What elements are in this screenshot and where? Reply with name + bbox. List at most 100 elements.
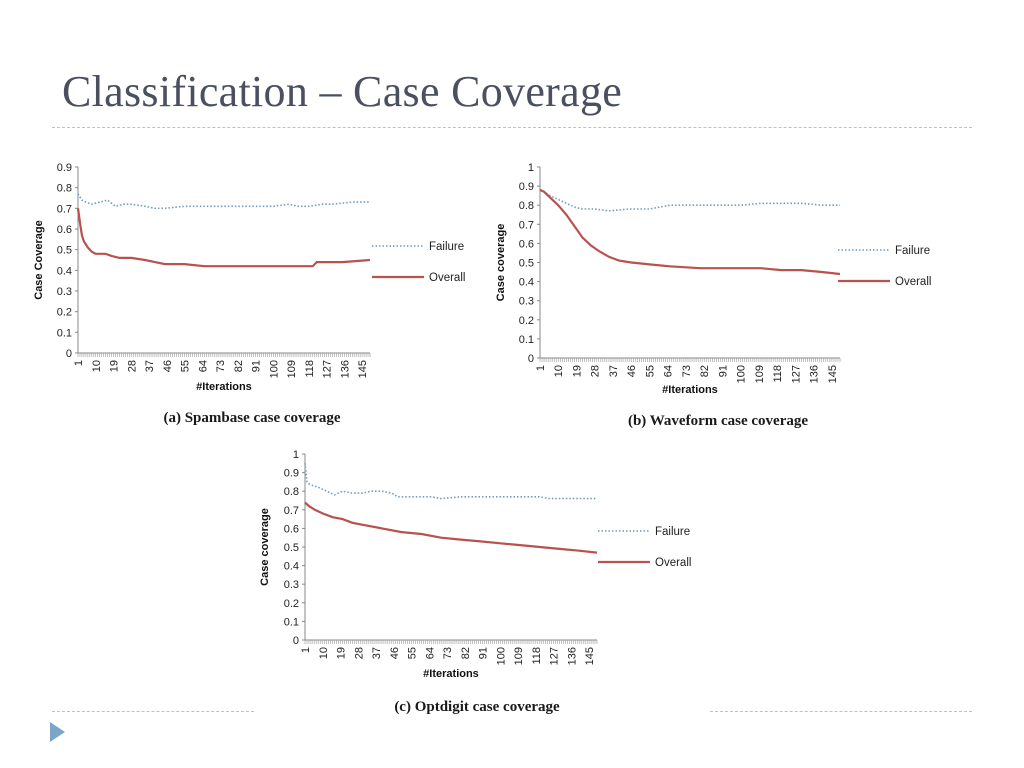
slide-title: Classification – Case Coverage: [62, 67, 623, 116]
y-tick-label: 0: [293, 635, 299, 647]
x-tick-label: 145: [357, 360, 369, 378]
y-axis-label: Case coverage: [259, 508, 271, 586]
x-tick-label: 55: [180, 360, 192, 372]
y-tick-label: 0.7: [57, 203, 72, 215]
y-tick-label: 0.6: [519, 238, 534, 250]
x-tick-label: 46: [389, 647, 401, 659]
x-minor-ticks: [304, 640, 598, 644]
x-tick-label: 91: [717, 365, 729, 377]
series-line-overall: [76, 208, 371, 268]
legend-label: Overall: [895, 276, 931, 288]
title-divider: [52, 127, 972, 128]
x-tick-label: 109: [513, 647, 525, 665]
x-tick-label: 109: [754, 365, 766, 383]
footer-divider-right: [710, 711, 972, 712]
x-tick-label: 37: [608, 365, 620, 377]
y-tick-label: 1: [293, 449, 299, 461]
series-line-overall: [304, 501, 598, 554]
y-tick-label: 0.5: [57, 245, 72, 257]
chart-caption: (a) Spambase case coverage: [163, 410, 340, 426]
x-tick-label: 10: [91, 360, 103, 372]
y-tick-label: 0.9: [284, 468, 299, 480]
y-tick-label: 0.5: [284, 542, 299, 554]
x-tick-label: 127: [790, 365, 802, 383]
x-tick-label: 145: [584, 647, 596, 665]
x-tick-label: 118: [531, 647, 543, 665]
x-tick-label: 28: [126, 360, 138, 372]
x-axis-label: #Iterations: [662, 384, 718, 396]
x-minor-ticks: [539, 358, 841, 362]
legend-label: Overall: [655, 557, 691, 569]
chart-waveform: 0 0.1 0.2 0.3 0.4 0.5 0.6 0.7 0.8 0.9 1 1 10 19 28 37 46…: [495, 162, 931, 429]
y-tick-label: 0.1: [519, 334, 534, 346]
x-tick-label: 46: [626, 365, 638, 377]
x-tick-label: 91: [478, 647, 490, 659]
chart-optdigit: 0 0.1 0.2 0.3 0.4 0.5 0.6 0.7 0.8 0.9 1 1 10 19 28 37 46…: [259, 449, 691, 715]
x-tick-label: 82: [699, 365, 711, 377]
legend-label: Failure: [429, 241, 464, 253]
x-tick-label: 73: [681, 365, 693, 377]
x-tick-label: 10: [318, 647, 330, 659]
x-tick-label: 100: [736, 365, 748, 383]
chart-waveform-plot: 0 0.1 0.2 0.3 0.4 0.5 0.6 0.7 0.8 0.9 1 1 10 19 28 37 46…: [495, 162, 931, 396]
y-tick-label: 0.1: [284, 616, 299, 628]
y-tick-label: 0.3: [57, 286, 72, 298]
series-line-failure: [539, 189, 840, 212]
y-tick-label: 0.6: [284, 523, 299, 535]
x-tick-label: 82: [460, 647, 472, 659]
y-tick-label: 0.9: [57, 162, 72, 174]
series-line-failure: [304, 463, 597, 500]
y-axis-label: Case coverage: [495, 224, 507, 302]
x-tick-label: 100: [495, 647, 507, 665]
x-minor-ticks: [77, 353, 371, 357]
footer-divider-left: [52, 711, 254, 712]
y-tick-label: 1: [528, 162, 534, 174]
y-tick-label: 0.9: [519, 181, 534, 193]
x-tick-label: 19: [109, 360, 121, 372]
y-tick-label: 0.4: [519, 277, 534, 289]
y-tick-label: 0.6: [57, 224, 72, 236]
y-tick-label: 0.2: [519, 315, 534, 327]
x-tick-label: 118: [304, 360, 316, 378]
x-tick-label: 127: [322, 360, 334, 378]
x-tick-label: 73: [215, 360, 227, 372]
x-tick-label: 136: [809, 365, 821, 383]
y-tick-label: 0.8: [57, 183, 72, 195]
series-line-failure: [77, 193, 370, 210]
x-tick-label: 127: [549, 647, 561, 665]
x-tick-label: 64: [424, 647, 436, 659]
y-tick-label: 0.4: [57, 265, 72, 277]
y-tick-label: 0: [66, 348, 72, 360]
y-tick-label: 0.5: [519, 258, 534, 270]
x-tick-label: 1: [300, 647, 312, 653]
x-tick-label: 136: [566, 647, 578, 665]
x-axis-label: #Iterations: [196, 381, 252, 393]
y-tick-label: 0.2: [284, 598, 299, 610]
x-tick-label: 55: [407, 647, 419, 659]
y-tick-label: 0: [528, 353, 534, 365]
legend-label: Failure: [895, 245, 930, 257]
y-tick-label: 0.3: [519, 296, 534, 308]
x-tick-label: 145: [827, 365, 839, 383]
y-tick-label: 0.2: [57, 307, 72, 319]
x-tick-label: 118: [772, 365, 784, 383]
y-tick-label: 0.3: [284, 579, 299, 591]
y-tick-label: 0.8: [284, 486, 299, 498]
y-tick-label: 0.8: [519, 200, 534, 212]
x-tick-label: 82: [233, 360, 245, 372]
x-tick-label: 28: [590, 365, 602, 377]
legend-label: Overall: [429, 272, 465, 284]
x-tick-label: 64: [197, 360, 209, 372]
x-tick-label: 37: [144, 360, 156, 372]
y-tick-label: 0.1: [57, 327, 72, 339]
x-tick-label: 10: [553, 365, 565, 377]
x-tick-label: 100: [268, 360, 280, 378]
x-tick-label: 73: [442, 647, 454, 659]
x-tick-label: 37: [371, 647, 383, 659]
x-axis-label: #Iterations: [423, 668, 479, 680]
x-tick-label: 109: [286, 360, 298, 378]
y-tick-label: 0.7: [284, 505, 299, 517]
chart-spambase: 0 0.1 0.2 0.3 0.4 0.5 0.6 0.7 0.8 0.9 1 10 19 28 37 46 5…: [33, 162, 465, 426]
x-tick-label: 19: [571, 365, 583, 377]
chart-optdigit-plot: 0 0.1 0.2 0.3 0.4 0.5 0.6 0.7 0.8 0.9 1 1 10 19 28 37 46…: [259, 449, 691, 680]
